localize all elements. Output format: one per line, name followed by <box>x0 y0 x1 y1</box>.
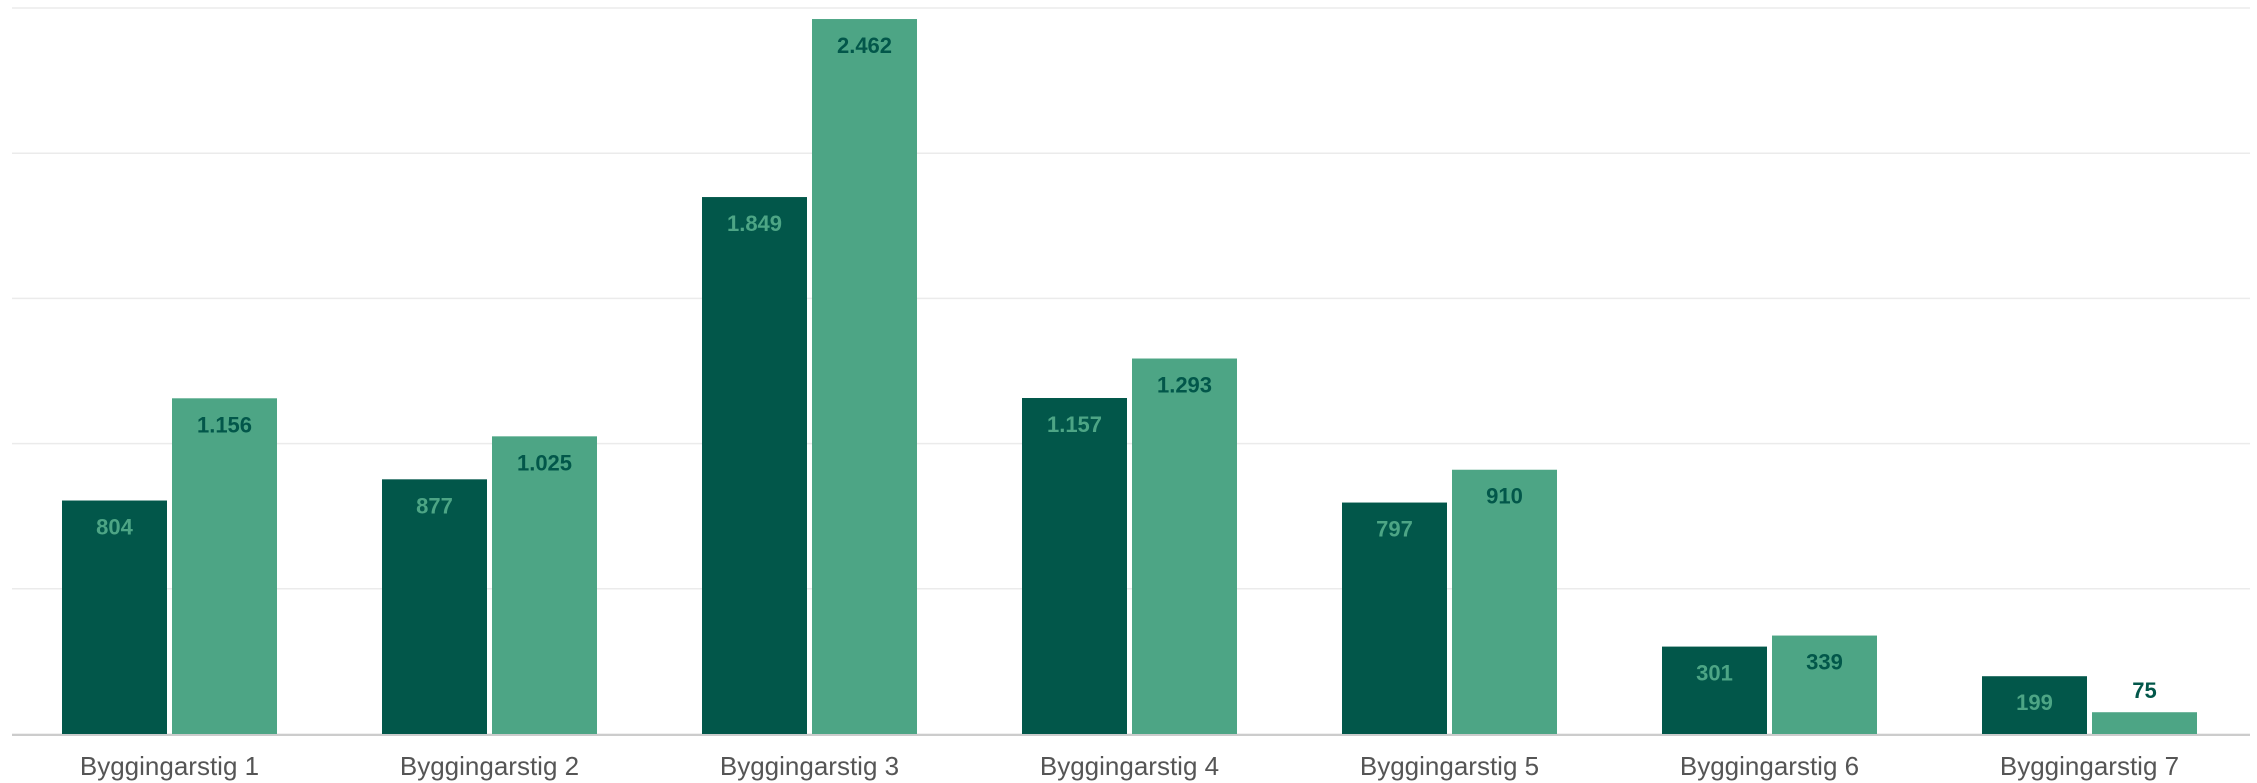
bar <box>1662 646 1767 734</box>
data-label: 797 <box>1376 517 1413 542</box>
x-tick-label: Byggingarstig 5 <box>1360 751 1539 781</box>
bar <box>492 436 597 734</box>
data-label: 1.293 <box>1157 373 1212 398</box>
data-label: 877 <box>416 493 453 518</box>
data-label: 1.025 <box>517 450 572 475</box>
x-axis-tick-labels: Byggingarstig 1 Byggingarstig 2 Byggingars… <box>80 751 2179 781</box>
bar <box>382 479 487 734</box>
data-label: 804 <box>96 515 133 540</box>
x-tick-label: Byggingarstig 3 <box>720 751 899 781</box>
bar <box>1342 502 1447 734</box>
bar <box>1772 635 1877 734</box>
data-label: 2.462 <box>837 33 892 58</box>
x-tick-label: Byggingarstig 2 <box>400 751 579 781</box>
data-label: 1.157 <box>1047 412 1102 437</box>
data-labels: 804 1.156 877 1.025 1.849 2.462 1.157 1.293 797 9… <box>96 33 2157 715</box>
data-label: 199 <box>2016 690 2053 715</box>
bar <box>1022 398 1127 734</box>
bar <box>62 500 167 734</box>
data-label: 1.156 <box>197 412 252 437</box>
x-tick-label: Byggingarstig 6 <box>1680 751 1859 781</box>
data-label: 339 <box>1806 650 1843 675</box>
bar <box>812 19 917 734</box>
x-tick-label: Byggingarstig 4 <box>1040 751 1219 781</box>
x-tick-label: Byggingarstig 7 <box>2000 751 2179 781</box>
x-tick-label: Byggingarstig 1 <box>80 751 259 781</box>
bar <box>172 398 277 734</box>
bar <box>1452 469 1557 734</box>
gridlines <box>12 7 2250 735</box>
data-label: 910 <box>1486 484 1523 509</box>
bar <box>702 197 807 734</box>
bars <box>62 19 2197 734</box>
bar <box>2092 712 2197 734</box>
bar <box>1982 676 2087 734</box>
data-label: 75 <box>2132 678 2156 703</box>
bar <box>1132 358 1237 734</box>
data-label: 301 <box>1696 661 1733 686</box>
data-label: 1.849 <box>727 211 782 236</box>
